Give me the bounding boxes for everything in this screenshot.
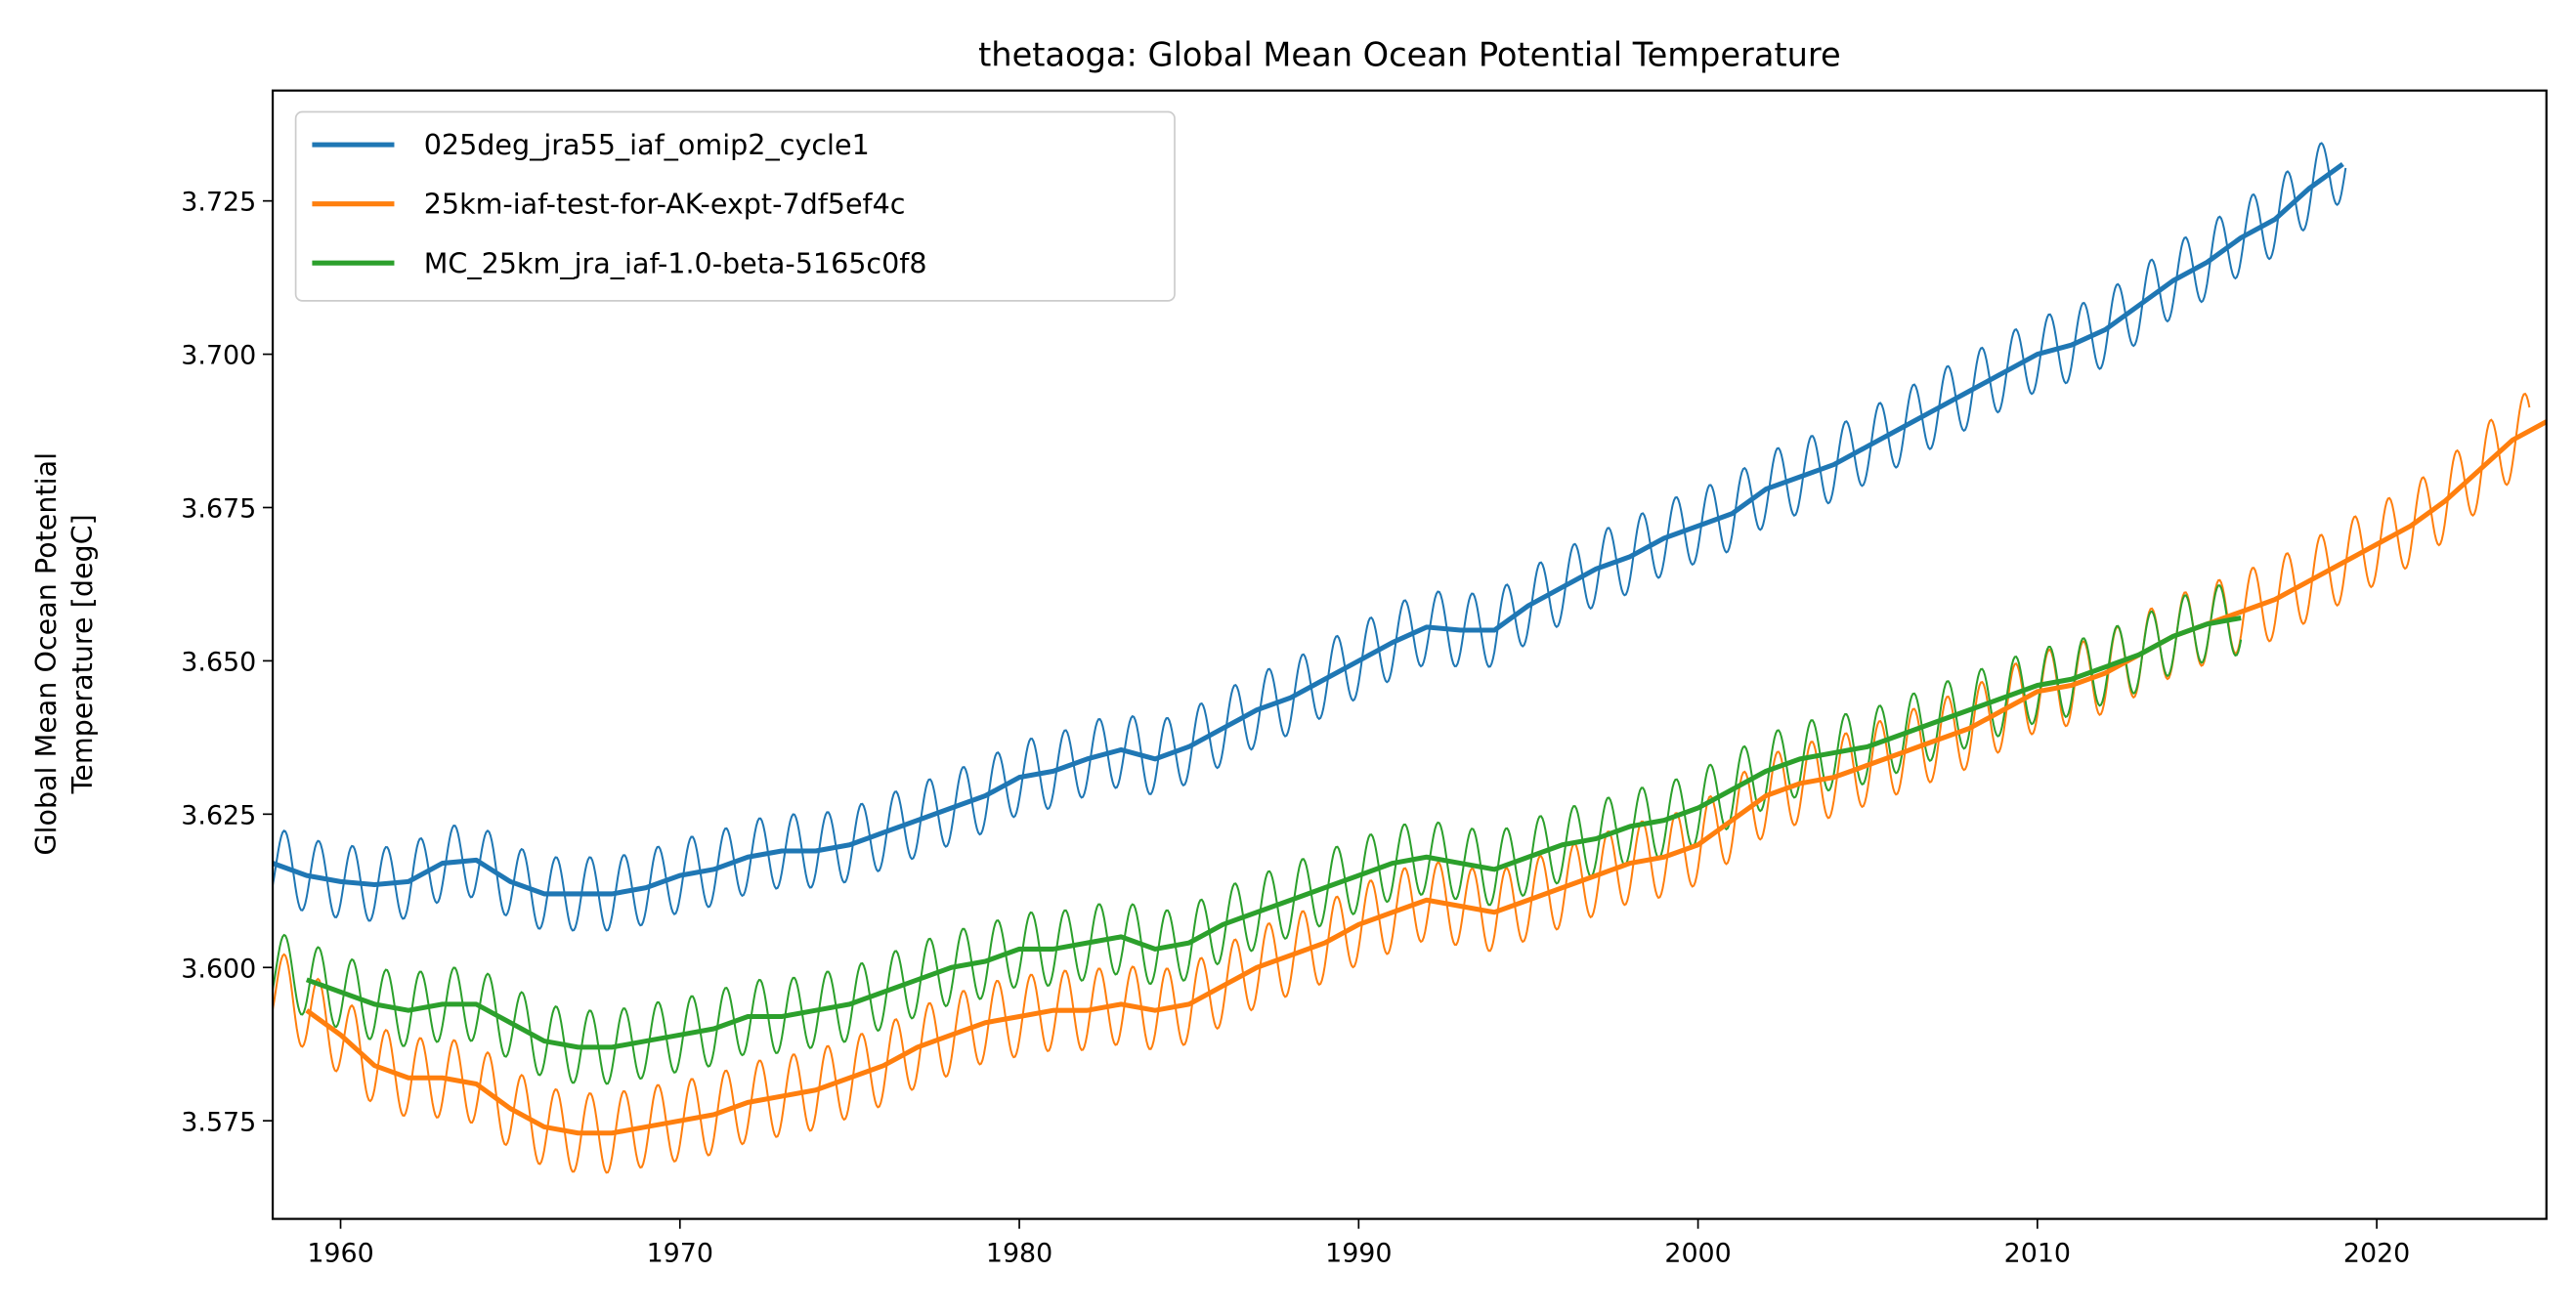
series-annual-line-2	[305, 615, 2242, 1050]
y-tick-label: 3.675	[181, 494, 256, 525]
series-monthly-line-2	[273, 584, 2243, 1085]
series-monthly-line-1	[273, 392, 2531, 1174]
x-tick-label: 2000	[1664, 1238, 1731, 1268]
y-axis-label: Global Mean Ocean Potential Temperature …	[29, 452, 99, 856]
legend-label: MC_25km_jra_iaf-1.0-beta-5165c0f8	[424, 246, 927, 279]
axes-frame	[271, 89, 2548, 1220]
series-annual-line-0	[273, 161, 2344, 897]
x-tick-label: 1980	[986, 1238, 1052, 1268]
y-tick-label: 3.625	[181, 800, 256, 830]
y-tick-label: 3.600	[181, 954, 256, 984]
y-axis-label-line1: Global Mean Ocean Potential	[29, 452, 63, 856]
x-tick-label: 1970	[647, 1238, 713, 1268]
x-tick-label: 1990	[1325, 1238, 1392, 1268]
x-tick-label: 1960	[307, 1238, 373, 1268]
x-axis: 1960 1970 1980 1990 2000 2010 2020	[307, 1218, 2410, 1268]
plot-area	[273, 142, 2547, 1174]
series-monthly-line-0	[273, 142, 2347, 932]
legend: 025deg_jra55_iaf_omip2_cycle1 25km-iaf-te…	[294, 110, 1176, 302]
x-tick-label: 2010	[2004, 1238, 2071, 1268]
x-tick-label: 2020	[2343, 1238, 2410, 1268]
legend-label: 25km-iaf-test-for-AK-expt-7df5ef4c	[424, 188, 906, 221]
y-tick-label: 3.575	[181, 1107, 256, 1137]
legend-label: 025deg_jra55_iaf_omip2_cycle1	[424, 128, 870, 161]
y-tick-label: 3.650	[181, 648, 256, 678]
y-tick-label: 3.700	[181, 341, 256, 371]
legend-box	[294, 110, 1176, 302]
y-axis-label-line2: Temperature [degC]	[65, 514, 99, 794]
y-tick-label: 3.725	[181, 188, 256, 218]
chart-title: thetaoga: Global Mean Ocean Potential Te…	[978, 35, 1841, 73]
y-axis: 3.575 3.600 3.625 3.650 3.675 3.700 3.725	[181, 188, 274, 1137]
